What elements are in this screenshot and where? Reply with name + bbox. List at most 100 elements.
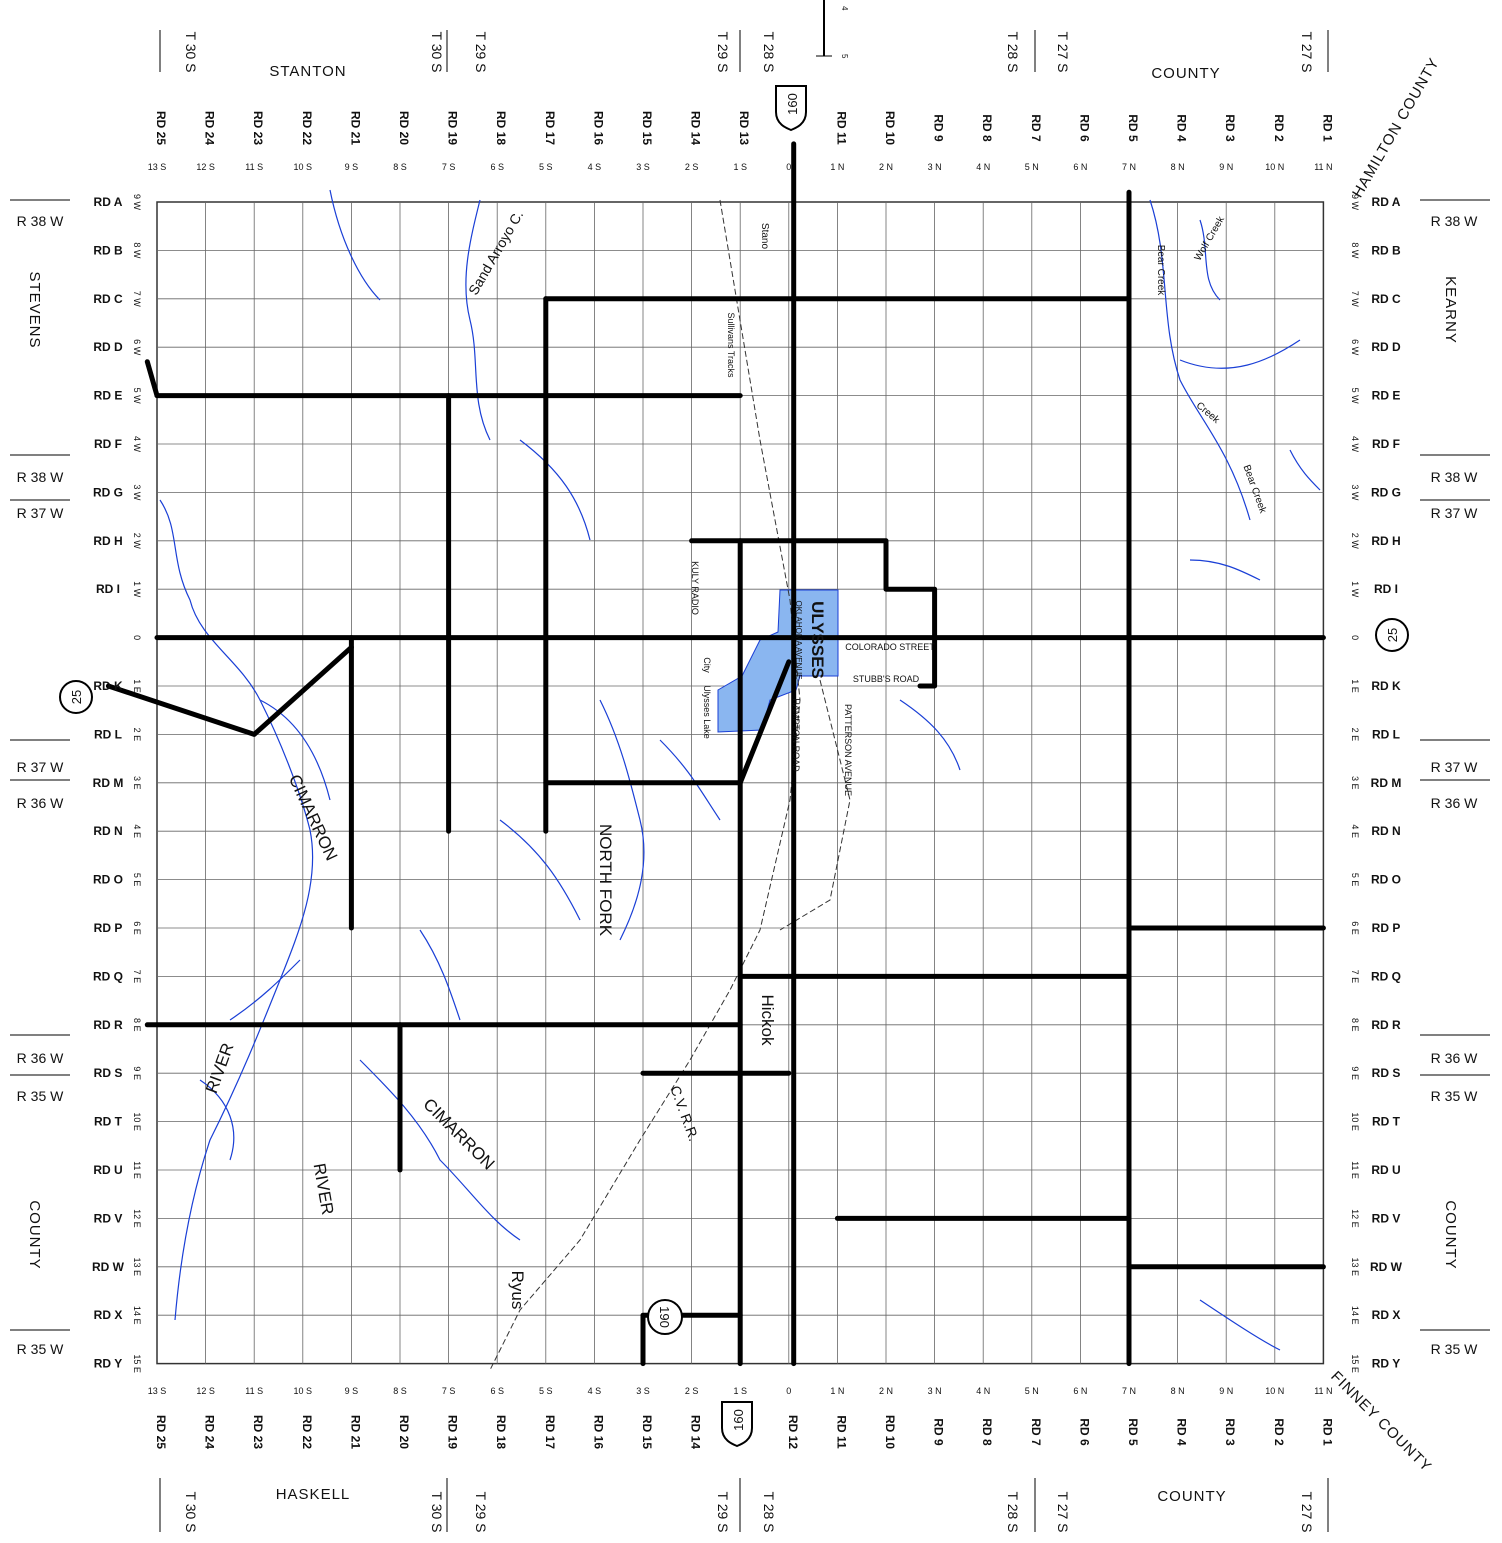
ns-road-code-top: 6 N xyxy=(1073,162,1087,172)
township-range-label: T 30 S xyxy=(183,32,199,73)
city-label-ulysses: ULYSSES xyxy=(808,601,827,679)
ew-road-code-left: 7 W xyxy=(132,291,142,308)
ew-road-code-right: 3 W xyxy=(1350,484,1360,501)
ew-road-label-left: RD K xyxy=(93,679,123,693)
ew-road-code-left: 6 E xyxy=(132,921,142,935)
ns-road-code-bottom: 7 N xyxy=(1122,1386,1136,1396)
ew-road-code-right: 6 W xyxy=(1350,339,1360,356)
ew-road-label-right: RD R xyxy=(1371,1018,1401,1032)
ew-road-code-left: 3 E xyxy=(132,776,142,790)
ew-road-code-right: 11 E xyxy=(1350,1161,1360,1179)
ew-road-code-left: 8 E xyxy=(132,1018,142,1032)
ew-road-label-left: RD C xyxy=(93,292,123,306)
major-roads xyxy=(105,141,1326,1367)
ew-road-code-left: 1 E xyxy=(132,679,142,693)
ew-road-code-right: 4 W xyxy=(1350,436,1360,453)
ew-road-label-left: RD N xyxy=(93,824,122,838)
ns-road-label-bottom: RD 1 xyxy=(1320,1418,1334,1446)
township-range-label: R 38 W xyxy=(1431,213,1478,229)
ns-road-label-top: RD 15 xyxy=(640,111,654,145)
ns-road-label-bottom: RD 23 xyxy=(251,1415,265,1449)
us-160-shield-south: 160 xyxy=(721,1401,753,1448)
ns-road-code-top: 7 N xyxy=(1122,162,1136,172)
ns-road-code-bottom: 7 S xyxy=(442,1386,456,1396)
township-range-label: R 35 W xyxy=(17,1088,64,1104)
ns-road-label-top: RD 19 xyxy=(446,111,460,145)
ns-road-code-top: 6 S xyxy=(490,162,504,172)
ns-road-label-top: RD 20 xyxy=(397,111,411,145)
ns-road-label-top: RD 17 xyxy=(543,111,557,145)
township-range-label: T 28 S xyxy=(761,32,777,73)
ns-road-code-bottom: 1 S xyxy=(733,1386,747,1396)
street-label-oklahoma: OKLAHOMA AVENUE xyxy=(794,601,803,680)
ns-road-code-top: 5 N xyxy=(1025,162,1039,172)
ew-road-code-left: 8 W xyxy=(132,242,142,259)
ns-road-code-bottom: 9 S xyxy=(345,1386,359,1396)
ew-road-label-left: RD G xyxy=(93,485,123,499)
ns-road-code-bottom: 8 N xyxy=(1171,1386,1185,1396)
ns-road-code-bottom: 11 S xyxy=(245,1386,263,1396)
ew-road-code-left: 5 E xyxy=(132,873,142,887)
ew-road-label-left: RD O xyxy=(93,873,123,887)
ns-road-code-top: 10 S xyxy=(294,162,313,172)
township-range-label: T 29 S xyxy=(473,32,489,73)
ns-road-code-top: 2 N xyxy=(879,162,893,172)
ns-road-label-top: RD 2 xyxy=(1272,114,1286,142)
ew-road-label-right: RD A xyxy=(1372,195,1401,209)
ns-road-code-top: 11 S xyxy=(245,162,263,172)
ns-road-code-bottom: 2 S xyxy=(685,1386,699,1396)
ew-road-code-right: 14 E xyxy=(1350,1306,1360,1325)
ew-road-code-right: 8 E xyxy=(1350,1018,1360,1032)
ns-road-label-bottom: RD 22 xyxy=(300,1415,314,1449)
county-label-stevens-county: COUNTY xyxy=(26,1200,43,1269)
town-label-ryus: Ryus xyxy=(508,1271,527,1310)
ns-road-code-bottom: 2 N xyxy=(879,1386,893,1396)
ns-road-code-top: 5 S xyxy=(539,162,553,172)
ns-road-label-bottom: RD 3 xyxy=(1223,1418,1237,1446)
township-range-label: T 29 S xyxy=(715,1492,731,1533)
ew-road-code-left: 9 E xyxy=(132,1066,142,1080)
township-range-label: T 27 S xyxy=(1299,1492,1315,1533)
ew-road-label-left: RD L xyxy=(94,727,122,741)
ns-road-code-bottom: 12 S xyxy=(196,1386,215,1396)
ew-road-code-right: 1 W xyxy=(1350,581,1360,598)
ns-road-label-top: RD 3 xyxy=(1223,114,1237,142)
township-range-label: R 36 W xyxy=(17,795,64,811)
ns-road-label-top: RD 11 xyxy=(834,111,848,145)
town-label-hickok: Hickok xyxy=(758,994,777,1046)
ew-road-code-left: 4 W xyxy=(132,436,142,453)
ew-road-code-right: 1 E xyxy=(1350,679,1360,693)
ew-road-label-right: RD U xyxy=(1371,1163,1400,1177)
ns-road-code-bottom: 11 N xyxy=(1314,1386,1332,1396)
lake-label-city: City xyxy=(702,657,712,673)
township-range-label: T 30 S xyxy=(183,1492,199,1533)
ns-road-label-top: RD 21 xyxy=(348,111,362,145)
township-range-label: T 30 S xyxy=(429,1492,445,1533)
ew-road-label-right: RD K xyxy=(1371,679,1401,693)
svg-text:5: 5 xyxy=(840,54,849,59)
ew-road-label-right: RD T xyxy=(1372,1115,1401,1129)
ew-road-code-left: 10 E xyxy=(132,1112,142,1131)
county-label-haskell-county: COUNTY xyxy=(1157,1488,1226,1505)
ew-road-code-right: 6 E xyxy=(1350,921,1360,935)
ew-road-code-left: 9 W xyxy=(132,194,142,211)
ew-road-code-right: 7 E xyxy=(1350,970,1360,984)
svg-text:190: 190 xyxy=(657,1306,672,1328)
ew-road-label-right: RD P xyxy=(1372,921,1401,935)
us-160-shield-north: 160 xyxy=(775,85,807,132)
ew-road-label-right: RD D xyxy=(1371,340,1401,354)
creek-label-bear-1: Bear Creek xyxy=(1155,245,1166,297)
ns-road-label-top: RD 16 xyxy=(591,111,605,145)
ew-road-code-right: 5 E xyxy=(1350,873,1360,887)
township-range-label: R 37 W xyxy=(17,759,64,775)
ns-road-code-bottom: 4 N xyxy=(976,1386,990,1396)
ew-road-label-left: RD E xyxy=(94,389,123,403)
ew-road-label-left: RD X xyxy=(94,1308,123,1322)
ks-25-shield-west: 25 xyxy=(59,680,93,714)
ns-road-label-bottom: RD 24 xyxy=(203,1415,217,1449)
ew-road-label-left: RD T xyxy=(94,1115,123,1129)
township-range-label: T 28 S xyxy=(761,1492,777,1533)
ew-road-label-left: RD Q xyxy=(93,969,123,983)
scale-bar: 4 5 xyxy=(816,0,849,59)
ns-road-code-bottom: 4 S xyxy=(588,1386,602,1396)
